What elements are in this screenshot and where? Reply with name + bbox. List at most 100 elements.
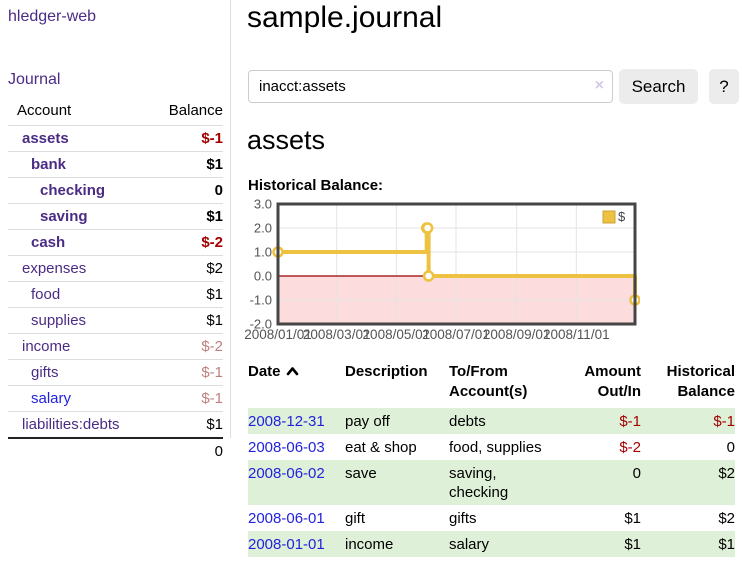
transaction-balance: $1	[718, 536, 735, 553]
page-title: sample.journal	[247, 1, 443, 34]
sort-ascending-icon	[286, 367, 298, 376]
transaction-accounts: food, supplies	[449, 439, 542, 456]
account-link[interactable]: checking	[40, 182, 106, 199]
account-balance: 0	[214, 182, 223, 199]
account-link[interactable]: food	[31, 286, 61, 303]
account-link[interactable]: salary	[31, 390, 72, 407]
transaction-amount: $-1	[619, 413, 641, 430]
account-name-cell: assets	[8, 126, 153, 152]
account-name-cell: salary	[8, 386, 153, 412]
transaction-date-cell: 2008-06-03	[248, 434, 345, 460]
account-column-header: Account	[8, 98, 153, 126]
transaction-date-cell: 2008-01-01	[248, 531, 345, 557]
transaction-description: save	[345, 465, 377, 482]
accounts-header-line1: To/From	[449, 363, 508, 380]
transaction-accounts: saving, checking	[449, 465, 509, 501]
amount-header-line2: Out/In	[597, 383, 641, 400]
account-name-cell: supplies	[8, 308, 153, 334]
search-box: ×	[248, 70, 613, 103]
account-name-cell: expenses	[8, 256, 153, 282]
date-column-header[interactable]: Date	[248, 360, 345, 408]
transaction-accounts: salary	[449, 536, 490, 553]
account-balance: $1	[206, 416, 223, 433]
transaction-date-link[interactable]: 2008-01-01	[248, 536, 325, 553]
clear-search-icon[interactable]: ×	[594, 77, 604, 94]
account-name-cell: liabilities:debts	[8, 412, 153, 439]
data-point-marker	[421, 222, 434, 234]
x-tick-label: 2008/09/01	[483, 327, 551, 342]
transaction-description: pay off	[345, 413, 390, 430]
account-row: supplies $1	[8, 307, 223, 334]
legend-swatch	[602, 210, 616, 224]
register-header-row: Date Description To/From Account(s) Amoun…	[248, 360, 735, 408]
transaction-date-cell: 2008-06-01	[248, 505, 345, 531]
help-button[interactable]: ?	[709, 69, 739, 104]
transaction-description: income	[345, 536, 394, 553]
account-row: food $1	[8, 281, 223, 308]
transaction-balance: $-1	[713, 413, 735, 430]
transaction-row: 2008-01-01 income salary $1 $1	[248, 531, 735, 557]
account-balance: $1	[206, 312, 223, 329]
account-link[interactable]: saving	[40, 208, 88, 225]
account-row: liabilities:debts $1	[8, 411, 223, 439]
x-tick-label: 2008/07/01	[422, 327, 490, 342]
account-row: salary $-1	[8, 385, 223, 412]
x-tick-label: 2008/01/01	[244, 327, 312, 342]
y-tick-label: 3.0	[254, 198, 272, 212]
historical-balance-chart: $3.0 2.0 1.0 0.0 -1.0 -2.02008/01/012008/03/0…	[244, 198, 640, 342]
search-form: × Search ?	[248, 69, 739, 104]
legend-label: $	[618, 209, 626, 224]
transaction-amount: $1	[624, 536, 641, 553]
brand-link[interactable]: hledger-web	[8, 8, 97, 25]
transaction-date-cell: 2008-06-02	[248, 460, 345, 505]
balance-column-header: Balance	[152, 98, 223, 126]
x-tick-label: 2008/11/01	[543, 327, 610, 342]
date-header-label: Date	[248, 363, 281, 380]
account-link[interactable]: supplies	[31, 312, 87, 329]
transaction-accounts: debts	[449, 413, 486, 430]
x-tick-label: 2008/03/01	[303, 327, 371, 342]
account-link[interactable]: gifts	[31, 364, 59, 381]
account-balance: $-1	[201, 390, 223, 407]
account-balance: $-1	[201, 364, 223, 381]
account-link[interactable]: bank	[31, 156, 67, 173]
accounts-table-header: Account Balance	[8, 98, 223, 126]
account-balance: $2	[206, 260, 223, 277]
account-link[interactable]: liabilities:debts	[22, 416, 120, 433]
account-name-cell: gifts	[8, 360, 153, 386]
accounts-total-value: 0	[152, 437, 223, 464]
account-balance: $1	[206, 208, 223, 225]
account-name-cell: income	[8, 334, 153, 360]
y-tick-label: -2.0	[250, 317, 272, 332]
account-link[interactable]: cash	[31, 234, 66, 251]
accounts-total-spacer	[8, 437, 153, 464]
account-name-cell: cash	[8, 230, 153, 256]
account-link[interactable]: income	[22, 338, 71, 355]
sidebar-item-journal[interactable]: Journal	[8, 71, 61, 88]
description-column-header: Description	[345, 363, 428, 380]
account-heading: assets	[247, 125, 326, 155]
transaction-date-link[interactable]: 2008-06-02	[248, 465, 325, 482]
account-link[interactable]: assets	[22, 130, 69, 147]
y-tick-label: 2.0	[254, 221, 272, 236]
account-balance: $1	[206, 156, 223, 173]
y-tick-label: 0.0	[254, 269, 272, 284]
search-button[interactable]: Search	[619, 69, 698, 104]
transaction-date-link[interactable]: 2008-06-03	[248, 439, 325, 456]
transaction-date-link[interactable]: 2008-12-31	[248, 413, 325, 430]
transaction-date-cell: 2008-12-31	[248, 408, 345, 434]
account-link[interactable]: expenses	[22, 260, 87, 277]
account-row: expenses $2	[8, 255, 223, 282]
transaction-date-link[interactable]: 2008-06-01	[248, 510, 325, 527]
plot-border	[276, 202, 637, 326]
amount-header-line1: Amount	[584, 363, 641, 380]
amount-column-header: Amount Out/In	[564, 360, 641, 408]
account-name-cell: bank	[8, 152, 153, 178]
x-tick-label: 2008/05/01	[363, 327, 431, 342]
transaction-amount: 0	[632, 465, 641, 482]
search-input[interactable]	[248, 70, 613, 103]
accounts-total-row: 0	[8, 437, 223, 464]
transaction-row: 2008-12-31 pay off debts $-1 $-1	[248, 408, 735, 434]
account-row: assets $-1	[8, 126, 223, 152]
